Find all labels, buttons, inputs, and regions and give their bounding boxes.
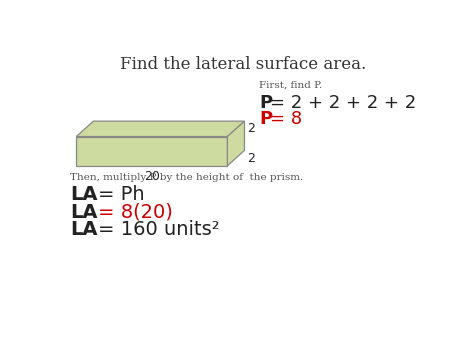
Text: = 160 units²: = 160 units² [98,220,219,240]
Text: LA: LA [70,220,98,240]
Text: Find the lateral surface area.: Find the lateral surface area. [120,56,366,73]
Text: = 2 + 2 + 2 + 2: = 2 + 2 + 2 + 2 [270,94,416,112]
Text: First, find P.: First, find P. [259,81,322,90]
Polygon shape [76,121,245,137]
Text: P: P [259,94,273,112]
Text: = Ph: = Ph [98,185,145,204]
Polygon shape [228,121,245,166]
Text: = 8(20): = 8(20) [98,203,173,222]
Text: = 8: = 8 [270,110,302,127]
Text: LA: LA [70,185,98,204]
Text: LA: LA [70,203,98,222]
Text: P: P [259,110,273,127]
Polygon shape [76,137,228,166]
Text: 20: 20 [144,170,160,183]
Text: 2: 2 [247,152,255,165]
Text: 2: 2 [247,122,255,135]
Text: Then, multiply P by the height of  the prism.: Then, multiply P by the height of the pr… [70,173,303,182]
